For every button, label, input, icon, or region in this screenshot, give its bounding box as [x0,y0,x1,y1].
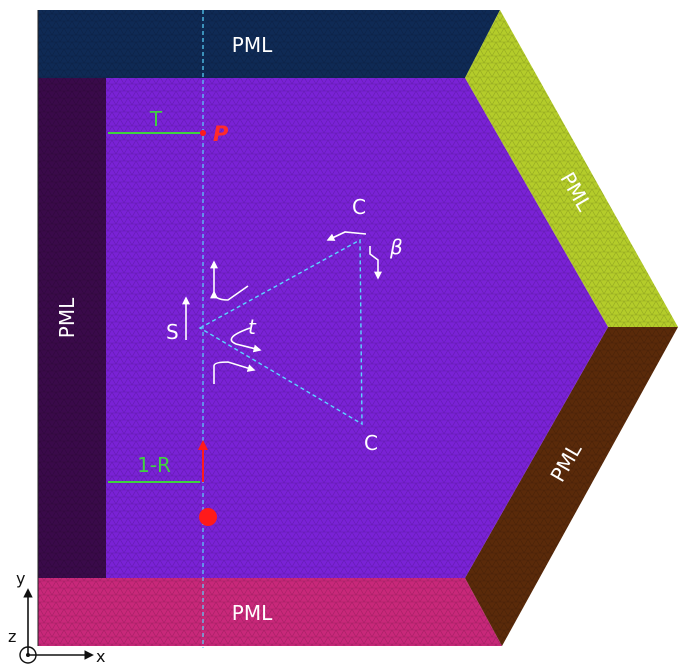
pml-regions [38,10,678,646]
probe-label: P [213,122,229,146]
flow-arrows [182,231,382,384]
lower-flow-arrow [213,361,256,384]
source-point [199,508,217,526]
angle-t-label: t [248,315,257,339]
beta-arrow [369,246,382,280]
source-side-label: S [166,320,179,344]
domain-region [106,78,608,578]
x-axis-label: x [96,647,105,666]
pml-top-label: PML [232,33,273,57]
upper-flow-arrow [210,285,249,301]
transmission-label: T [149,107,163,131]
z-axis-dot [26,653,30,657]
corner-lower-label: C [364,431,378,455]
corner-upper-arrow [326,231,367,241]
triangle-scatterer [198,238,363,426]
z-axis-label: z [8,627,16,646]
coordinate-axes: y x z [8,569,105,666]
probe-point [200,130,206,136]
pml-left-label: PML [55,297,79,338]
pml-bottom-label: PML [232,601,273,625]
z-axis-circle [19,646,37,664]
reflection-label: 1-R [137,453,171,477]
corner-upper-label: C [352,195,366,219]
angle-t-arrow [230,327,262,353]
y-axis-label: y [16,569,25,588]
angle-beta-label: β [389,235,403,259]
